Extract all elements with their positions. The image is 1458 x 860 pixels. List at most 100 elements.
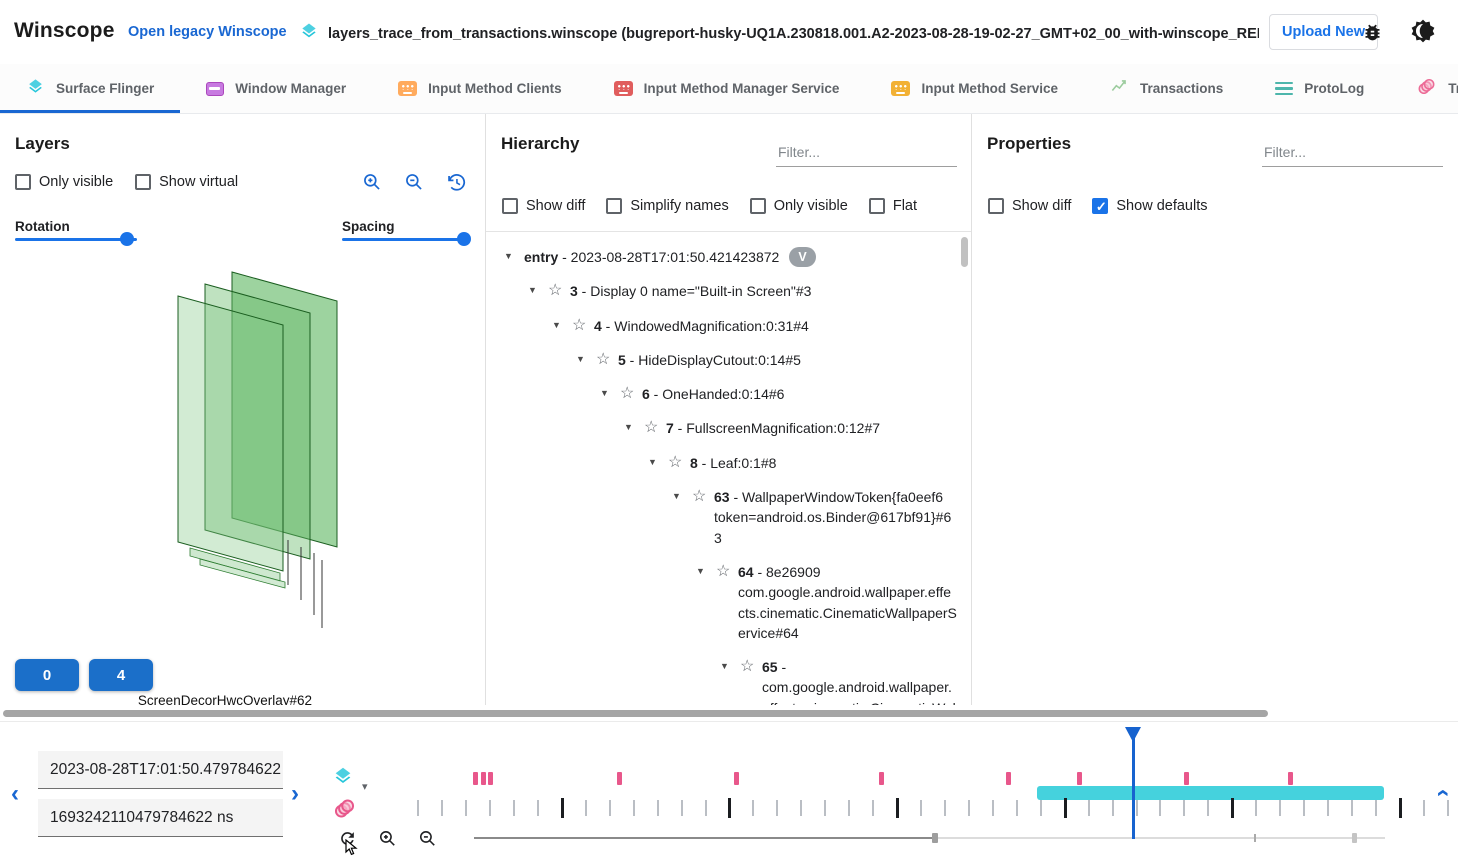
trace-entry-tick[interactable] — [920, 800, 923, 816]
trace-entry-tick[interactable] — [943, 800, 946, 816]
tab-input-method-service[interactable]: Input Method Service — [865, 64, 1084, 113]
trace-entry-tick[interactable] — [728, 798, 732, 818]
expander-icon[interactable]: ▼ — [624, 422, 633, 433]
tab-transitions[interactable]: Tra — [1390, 64, 1458, 113]
track-dropdown-caret-icon[interactable]: ▾ — [362, 781, 368, 793]
expander-icon[interactable]: ▼ — [696, 565, 705, 576]
open-legacy-link[interactable]: Open legacy Winscope — [128, 24, 287, 40]
dark-mode-toggle-icon[interactable] — [1410, 18, 1436, 49]
tab-surface-flinger[interactable]: Surface Flinger — [0, 64, 180, 113]
upload-new-button[interactable]: Upload New — [1269, 14, 1378, 50]
trace-entry-tick[interactable] — [800, 800, 803, 816]
pin-star-icon[interactable]: ☆ — [596, 350, 611, 368]
tree-node-7[interactable]: ▼ ☆ 7 - FullscreenMagnification:0:12#7 — [624, 411, 957, 445]
report-bug-icon[interactable] — [1362, 22, 1383, 48]
pin-star-icon[interactable]: ☆ — [572, 316, 587, 334]
trace-entry-tick[interactable] — [656, 800, 659, 816]
hierarchy-scrollbar[interactable] — [961, 237, 968, 267]
trace-entry-tick[interactable] — [417, 800, 420, 816]
expander-icon[interactable]: ▼ — [672, 491, 681, 502]
trace-entry-tick[interactable] — [465, 800, 468, 816]
hierarchy-filter-input[interactable] — [776, 140, 957, 167]
trace-entry-tick[interactable] — [1063, 798, 1067, 818]
tab-input-method-clients[interactable]: Input Method Clients — [372, 64, 587, 113]
trace-entry-tick[interactable] — [1255, 800, 1258, 816]
transition-marker[interactable] — [734, 772, 740, 785]
trace-entry-tick[interactable] — [512, 800, 515, 816]
properties-show-diff-checkbox[interactable]: Show diff — [988, 198, 1071, 214]
trace-entry-tick[interactable] — [1039, 800, 1042, 816]
mini-scrollbar-handle[interactable] — [1352, 833, 1358, 843]
trace-entry-tick[interactable] — [1207, 800, 1210, 816]
trace-entry-tick[interactable] — [1231, 798, 1235, 818]
trace-entry-tick[interactable] — [1183, 800, 1186, 816]
pin-star-icon[interactable]: ☆ — [668, 453, 683, 471]
trace-entry-tick[interactable] — [848, 800, 851, 816]
rotation-slider[interactable] — [15, 232, 137, 246]
display-id-button[interactable]: 4 — [89, 659, 153, 691]
pin-star-icon[interactable]: ☆ — [644, 419, 659, 437]
expander-icon[interactable]: ▼ — [720, 661, 729, 672]
trace-entry-tick[interactable] — [967, 800, 970, 816]
transition-marker[interactable] — [480, 772, 486, 785]
transition-marker[interactable] — [878, 772, 884, 785]
trace-entry-tick[interactable] — [1398, 798, 1402, 818]
transition-marker[interactable] — [1183, 772, 1189, 785]
tree-node-63[interactable]: ▼ ☆ 63 - WallpaperWindowToken{fa0eef6 toke… — [672, 480, 957, 555]
spacing-slider[interactable] — [342, 232, 471, 246]
properties-show-defaults-checkbox[interactable]: Show defaults — [1092, 198, 1207, 215]
hierarchy-checkbox-flat[interactable]: Flat — [868, 198, 917, 214]
horizontal-scrollbar-thumb[interactable] — [3, 710, 1268, 717]
trace-entry-tick[interactable] — [1351, 800, 1354, 816]
trace-entry-tick[interactable] — [1303, 800, 1306, 816]
transitions-track-icon[interactable] — [332, 796, 357, 826]
timeline-cursor-line[interactable] — [1131, 728, 1135, 839]
zoom-in-icon[interactable] — [362, 172, 382, 198]
trace-entry-tick[interactable] — [896, 798, 900, 818]
mini-scrollbar-handle[interactable] — [932, 833, 938, 843]
tree-node-entry[interactable]: ▼ entry - 2023-08-28T17:01:50.421423872 V — [504, 240, 957, 274]
zoom-out-icon[interactable] — [404, 172, 424, 198]
timeline-mini-scrollbar[interactable] — [474, 837, 932, 839]
show-virtual-checkbox[interactable]: Show virtual — [135, 174, 238, 190]
properties-filter-input[interactable] — [1262, 140, 1443, 167]
tab-protolog[interactable]: ProtoLog — [1249, 64, 1390, 113]
transition-marker[interactable] — [1076, 772, 1082, 785]
human-timestamp-field[interactable]: 2023-08-28T17:01:50.479784622 — [38, 751, 283, 789]
trace-entry-tick[interactable] — [1374, 800, 1377, 816]
tab-input-method-manager-service[interactable]: Input Method Manager Service — [588, 64, 866, 113]
trace-entry-tick[interactable] — [1135, 800, 1138, 816]
trace-entry-tick[interactable] — [991, 800, 994, 816]
trace-entry-tick[interactable] — [1111, 800, 1114, 816]
trace-entry-tick[interactable] — [632, 800, 635, 816]
trace-entry-tick[interactable] — [872, 800, 875, 816]
hierarchy-checkbox-only-visible[interactable]: Only visible — [749, 198, 848, 214]
expand-timeline-icon[interactable]: › — [1428, 789, 1455, 797]
tree-node-4[interactable]: ▼ ☆ 4 - WindowedMagnification:0:31#4 — [552, 309, 957, 343]
trace-entry-tick[interactable] — [1446, 800, 1449, 816]
pin-star-icon[interactable]: ☆ — [716, 562, 731, 580]
pin-star-icon[interactable]: ☆ — [620, 385, 635, 403]
expander-icon[interactable]: ▼ — [600, 388, 609, 399]
trace-entry-tick[interactable] — [776, 800, 779, 816]
surface-flinger-track-icon[interactable] — [332, 765, 357, 792]
pin-star-icon[interactable]: ☆ — [740, 658, 755, 676]
tree-node-8[interactable]: ▼ ☆ 8 - Leaf:0:1#8 — [648, 446, 957, 480]
display-id-button[interactable]: 0 — [15, 659, 79, 691]
pin-star-icon[interactable]: ☆ — [692, 488, 707, 506]
timeline-mini-scrollbar-track[interactable] — [932, 837, 1386, 839]
zoom-range-bar[interactable] — [1037, 786, 1385, 800]
pin-star-icon[interactable]: ☆ — [548, 282, 563, 300]
trace-entry-tick[interactable] — [1422, 800, 1425, 816]
transition-marker[interactable] — [473, 772, 479, 785]
layers-3d-view[interactable] — [0, 254, 486, 654]
only-visible-checkbox[interactable]: Only visible — [15, 174, 113, 190]
trace-entry-tick[interactable] — [752, 800, 755, 816]
next-entry-icon[interactable]: › — [291, 780, 299, 807]
trace-entry-tick[interactable] — [680, 800, 683, 816]
tab-transactions[interactable]: Transactions — [1084, 64, 1249, 113]
trace-entry-tick[interactable] — [1327, 800, 1330, 816]
tab-window-manager[interactable]: Window Manager — [180, 64, 372, 113]
trace-entry-tick[interactable] — [441, 800, 444, 816]
trace-entry-tick[interactable] — [1087, 800, 1090, 816]
